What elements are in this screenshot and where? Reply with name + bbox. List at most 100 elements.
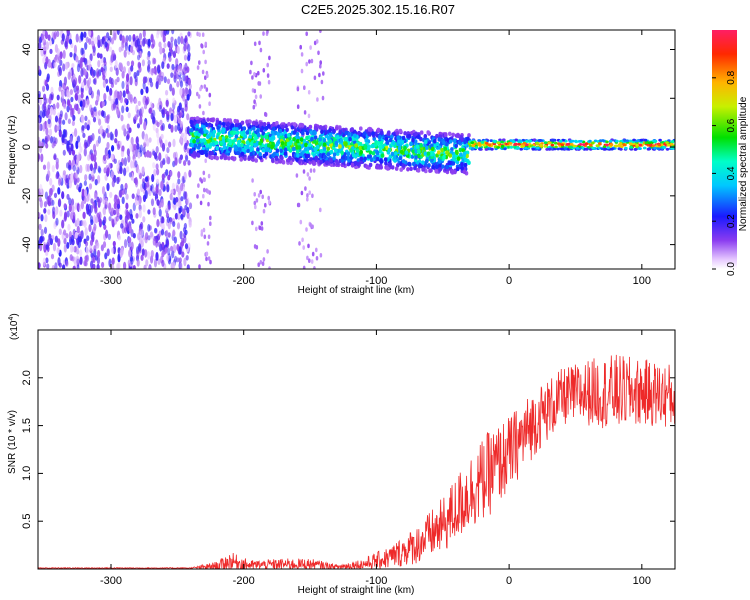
spectrogram-noise-cell xyxy=(77,236,82,242)
spectrogram-tone-cell xyxy=(582,143,586,146)
spectrogram-band-cell xyxy=(280,141,285,146)
spectrogram-noise-cell xyxy=(83,180,87,187)
spectrogram-noise-cell xyxy=(124,238,128,249)
spectrogram-streak-cell xyxy=(305,227,308,232)
spectrogram-band-cell xyxy=(195,116,200,121)
spectrogram-noise-cell xyxy=(115,208,119,215)
spectrogram-streak-cell xyxy=(196,31,199,37)
spectrogram-noise-cell xyxy=(180,35,184,45)
spectrogram-noise-cell xyxy=(120,114,124,122)
spectrogram-band-cell xyxy=(417,149,421,154)
spectrogram-band-cell xyxy=(445,150,449,155)
spectrogram-noise-cell xyxy=(92,78,96,85)
spectrogram-noise-cell xyxy=(138,243,142,252)
spectrogram-noise-cell xyxy=(38,104,41,113)
spectrogram-noise-cell xyxy=(172,229,176,237)
spectrogram-noise-cell xyxy=(57,55,62,62)
spectrogram-noise-cell xyxy=(94,36,98,45)
spectrogram-noise-cell xyxy=(172,97,176,104)
spectrogram-noise-cell xyxy=(170,124,174,133)
spectrogram-noise-cell xyxy=(160,215,164,224)
spectrogram-band-cell xyxy=(216,125,220,130)
spectrogram-tone-cell xyxy=(593,139,598,143)
spectrogram-noise-cell xyxy=(104,252,108,260)
spectrogram-band-cell xyxy=(395,131,400,136)
spectrogram-streak-cell xyxy=(259,189,262,195)
spectrogram-noise-cell xyxy=(137,199,141,206)
spectrogram-noise-cell xyxy=(82,211,86,220)
spectrogram-streak-cell xyxy=(313,266,316,269)
spectrogram-noise-cell xyxy=(49,238,53,246)
spectrogram-tone-cell xyxy=(606,146,610,150)
spectrogram-noise-cell xyxy=(61,219,65,229)
spectrogram-noise-cell xyxy=(122,90,126,98)
spectrogram-noise-cell xyxy=(172,138,176,148)
spectrogram-tone-cell xyxy=(496,146,501,149)
spectrogram-band-cell xyxy=(289,160,293,166)
spectrogram-noise-cell xyxy=(138,209,142,219)
spectrogram-noise-cell xyxy=(39,183,43,193)
spectrogram-noise-cell xyxy=(124,214,128,224)
spectrogram-tone-cell xyxy=(623,139,627,142)
spectrogram-band-cell xyxy=(209,142,213,147)
spectrogram-streak-cell xyxy=(304,186,307,191)
spectrogram-noise-cell xyxy=(180,213,184,220)
spectrogram-noise-cell xyxy=(159,119,163,126)
spectrogram-noise-cell xyxy=(172,51,176,58)
spectrogram-noise-cell xyxy=(130,65,134,72)
spectrogram-noise-cell xyxy=(156,178,160,185)
spectrogram-tone-cell xyxy=(537,139,541,142)
spectrogram-noise-cell xyxy=(176,222,181,230)
spectrogram-band-cell xyxy=(378,134,382,139)
spectrogram-noise-cell xyxy=(180,240,185,247)
spectrogram-tone-cell xyxy=(480,141,485,144)
spectrogram-streak-cell xyxy=(307,90,311,95)
spectrogram-band-cell xyxy=(218,136,222,141)
spectrogram-noise-cell xyxy=(149,77,153,83)
spectrogram-noise-cell xyxy=(43,208,47,214)
spectrogram-noise-cell xyxy=(45,41,49,50)
spectrogram-noise-cell xyxy=(62,264,66,269)
spectrogram-streak-cell xyxy=(196,65,200,70)
spectrogram-band-cell xyxy=(262,122,267,127)
spectrogram-tone-cell xyxy=(597,142,602,145)
spectrogram-streak-cell xyxy=(197,94,201,99)
spectrogram-noise-cell xyxy=(88,77,92,85)
spectrogram-noise-cell xyxy=(169,170,173,177)
colorbar-label: Normalized spectral amplitude xyxy=(738,96,749,231)
spectrogram-noise-cell xyxy=(52,242,57,252)
spectrogram-noise-cell xyxy=(66,89,70,98)
spectrogram-noise-cell xyxy=(38,196,42,202)
spectrogram-band-cell xyxy=(250,141,254,147)
spectrogram-noise-cell xyxy=(47,34,51,41)
spectrogram-noise-cell xyxy=(98,167,102,174)
spectrogram-noise-cell xyxy=(106,182,110,192)
spectrogram-noise-cell xyxy=(44,31,48,40)
spectrogram-noise-cell xyxy=(83,147,87,157)
spectrogram-band-cell xyxy=(434,164,439,170)
spectrogram-band-cell xyxy=(416,168,421,173)
spectrogram-streak-cell xyxy=(257,193,261,198)
spectrogram-noise-cell xyxy=(80,230,84,240)
spectrogram-band-cell xyxy=(248,134,252,140)
spectrogram-noise-cell xyxy=(188,169,192,178)
spectrogram-band-cell xyxy=(461,148,466,153)
spectrogram-noise-cell xyxy=(146,55,150,61)
spectrogram-noise-cell xyxy=(110,153,114,161)
spectrogram-band-cell xyxy=(338,130,342,135)
spectrogram-noise-cell xyxy=(87,154,91,161)
spectrogram-streak-cell xyxy=(319,253,323,258)
spectrogram-band-cell xyxy=(225,126,230,131)
spectrogram-band-cell xyxy=(202,118,206,124)
spectrogram-band-cell xyxy=(334,148,338,153)
spectrogram-noise-cell xyxy=(184,87,188,97)
spectrogram-noise-cell xyxy=(140,88,144,96)
spectrogram-noise-cell xyxy=(183,43,187,52)
spectrogram-band-cell xyxy=(368,127,373,132)
spectrogram-noise-cell xyxy=(172,262,176,269)
spectrogram-noise-cell xyxy=(134,98,138,104)
spectrogram-noise-cell xyxy=(104,204,108,210)
spectrogram-band-cell xyxy=(245,130,250,135)
spectrogram-noise-cell xyxy=(166,63,170,69)
spectrogram-noise-cell xyxy=(101,261,105,268)
